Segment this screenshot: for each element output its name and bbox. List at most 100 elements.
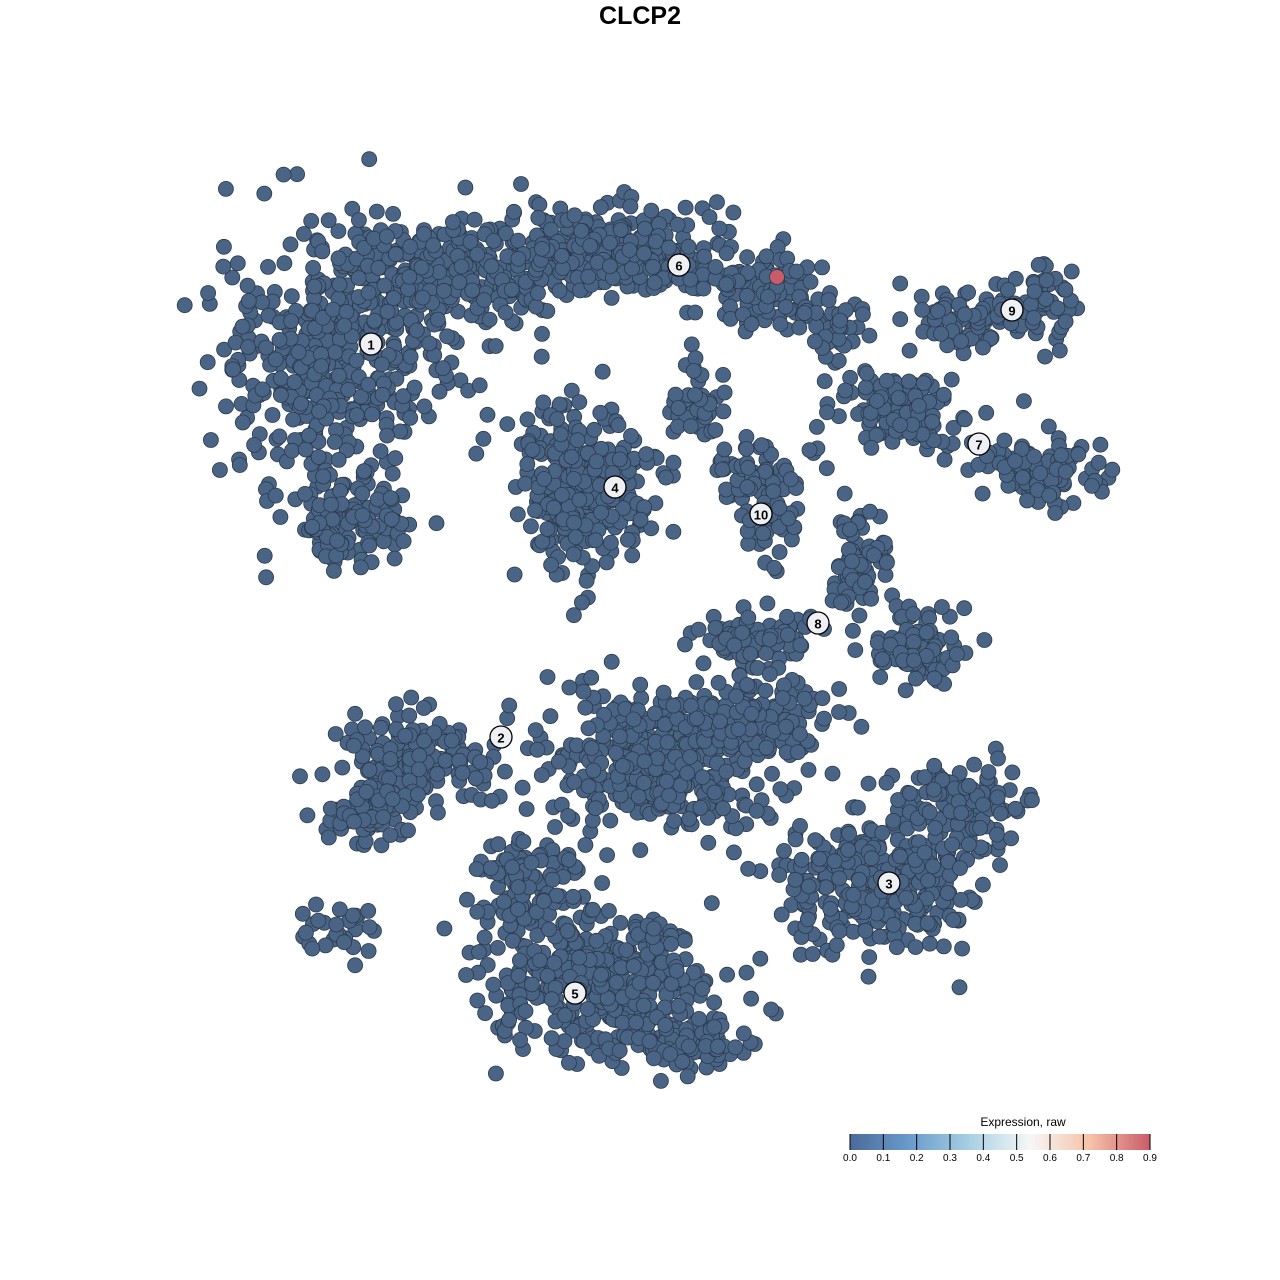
- data-point: [715, 403, 732, 420]
- chart-title: CLCP2: [599, 2, 681, 30]
- data-point: [677, 636, 693, 653]
- data-point: [1014, 469, 1031, 486]
- data-point: [579, 1001, 596, 1017]
- data-point: [901, 373, 917, 390]
- data-point: [709, 194, 725, 211]
- data-point: [661, 239, 677, 256]
- data-point: [966, 756, 982, 773]
- data-point: [260, 258, 276, 275]
- cluster-label-text: 1: [367, 338, 374, 353]
- data-point: [348, 407, 365, 424]
- data-point: [614, 1014, 631, 1031]
- data-point: [972, 820, 988, 836]
- data-point: [583, 740, 600, 756]
- data-point: [831, 704, 847, 720]
- data-point: [587, 532, 604, 549]
- colorbar-tick-label: 0.9: [1143, 1153, 1157, 1164]
- data-point: [960, 284, 976, 301]
- data-point: [771, 544, 788, 560]
- data-point: [610, 417, 627, 434]
- data-point: [814, 259, 830, 276]
- data-point: [577, 699, 594, 716]
- data-point: [953, 333, 969, 350]
- data-point: [1104, 461, 1121, 478]
- data-point: [402, 238, 419, 255]
- data-point: [565, 888, 581, 905]
- data-point: [582, 237, 599, 254]
- data-point: [295, 226, 312, 242]
- colorbar-tick-label: 0.8: [1109, 1153, 1124, 1164]
- data-point: [1041, 487, 1058, 504]
- data-point: [800, 762, 817, 778]
- data-point: [361, 762, 378, 778]
- data-point: [573, 222, 590, 239]
- data-point: [304, 940, 321, 957]
- data-point: [934, 599, 950, 615]
- data-point: [347, 957, 364, 974]
- data-point: [1040, 418, 1057, 435]
- data-point: [730, 721, 747, 738]
- data-point: [772, 781, 789, 797]
- data-point: [670, 400, 687, 416]
- data-point: [791, 319, 808, 336]
- data-point: [519, 411, 536, 428]
- data-point: [648, 233, 664, 250]
- data-point: [921, 804, 938, 821]
- colorbar-tick-label: 0.3: [943, 1153, 957, 1164]
- data-point: [583, 669, 600, 686]
- data-point: [892, 848, 908, 865]
- colorbar-title: Expression, raw: [980, 1115, 1066, 1129]
- data-point: [898, 890, 914, 906]
- data-point: [336, 317, 353, 334]
- data-point: [199, 354, 216, 371]
- data-point: [489, 940, 506, 956]
- data-point: [905, 634, 922, 650]
- data-point: [325, 563, 342, 579]
- data-point: [980, 764, 997, 780]
- data-point: [386, 550, 403, 567]
- data-point: [679, 765, 696, 781]
- data-point: [743, 706, 760, 722]
- data-point: [354, 507, 371, 524]
- data-point: [289, 166, 306, 183]
- data-point: [580, 720, 597, 737]
- data-point: [735, 1025, 752, 1042]
- data-point: [820, 292, 837, 309]
- data-point: [658, 773, 675, 790]
- data-point: [614, 758, 631, 774]
- colorbar-tick-label: 0.2: [909, 1153, 924, 1164]
- data-point: [202, 432, 219, 448]
- data-point: [890, 390, 907, 406]
- data-point: [346, 813, 362, 830]
- data-point: [659, 734, 676, 751]
- data-point: [603, 534, 619, 551]
- data-point: [956, 600, 973, 617]
- data-point: [906, 652, 922, 669]
- data-point: [479, 406, 496, 423]
- data-point: [267, 487, 284, 504]
- data-point: [961, 836, 977, 853]
- data-point: [487, 1065, 504, 1082]
- data-point: [443, 732, 460, 749]
- data-point: [793, 851, 810, 868]
- data-point: [411, 747, 428, 764]
- data-point: [1024, 792, 1040, 809]
- data-point: [706, 1019, 723, 1035]
- data-point: [544, 871, 561, 888]
- data-point: [954, 940, 970, 957]
- data-point: [383, 511, 400, 528]
- data-point: [645, 920, 662, 937]
- data-point: [468, 445, 485, 462]
- data-point: [535, 394, 552, 411]
- data-point: [444, 214, 461, 230]
- data-point: [918, 624, 935, 641]
- data-point: [360, 284, 377, 301]
- data-point: [384, 791, 401, 808]
- data-point: [571, 491, 588, 508]
- data-point: [623, 427, 639, 444]
- data-point: [453, 258, 470, 275]
- data-point: [690, 621, 707, 638]
- data-point: [631, 975, 648, 991]
- data-point: [352, 559, 369, 576]
- data-point: [943, 371, 960, 388]
